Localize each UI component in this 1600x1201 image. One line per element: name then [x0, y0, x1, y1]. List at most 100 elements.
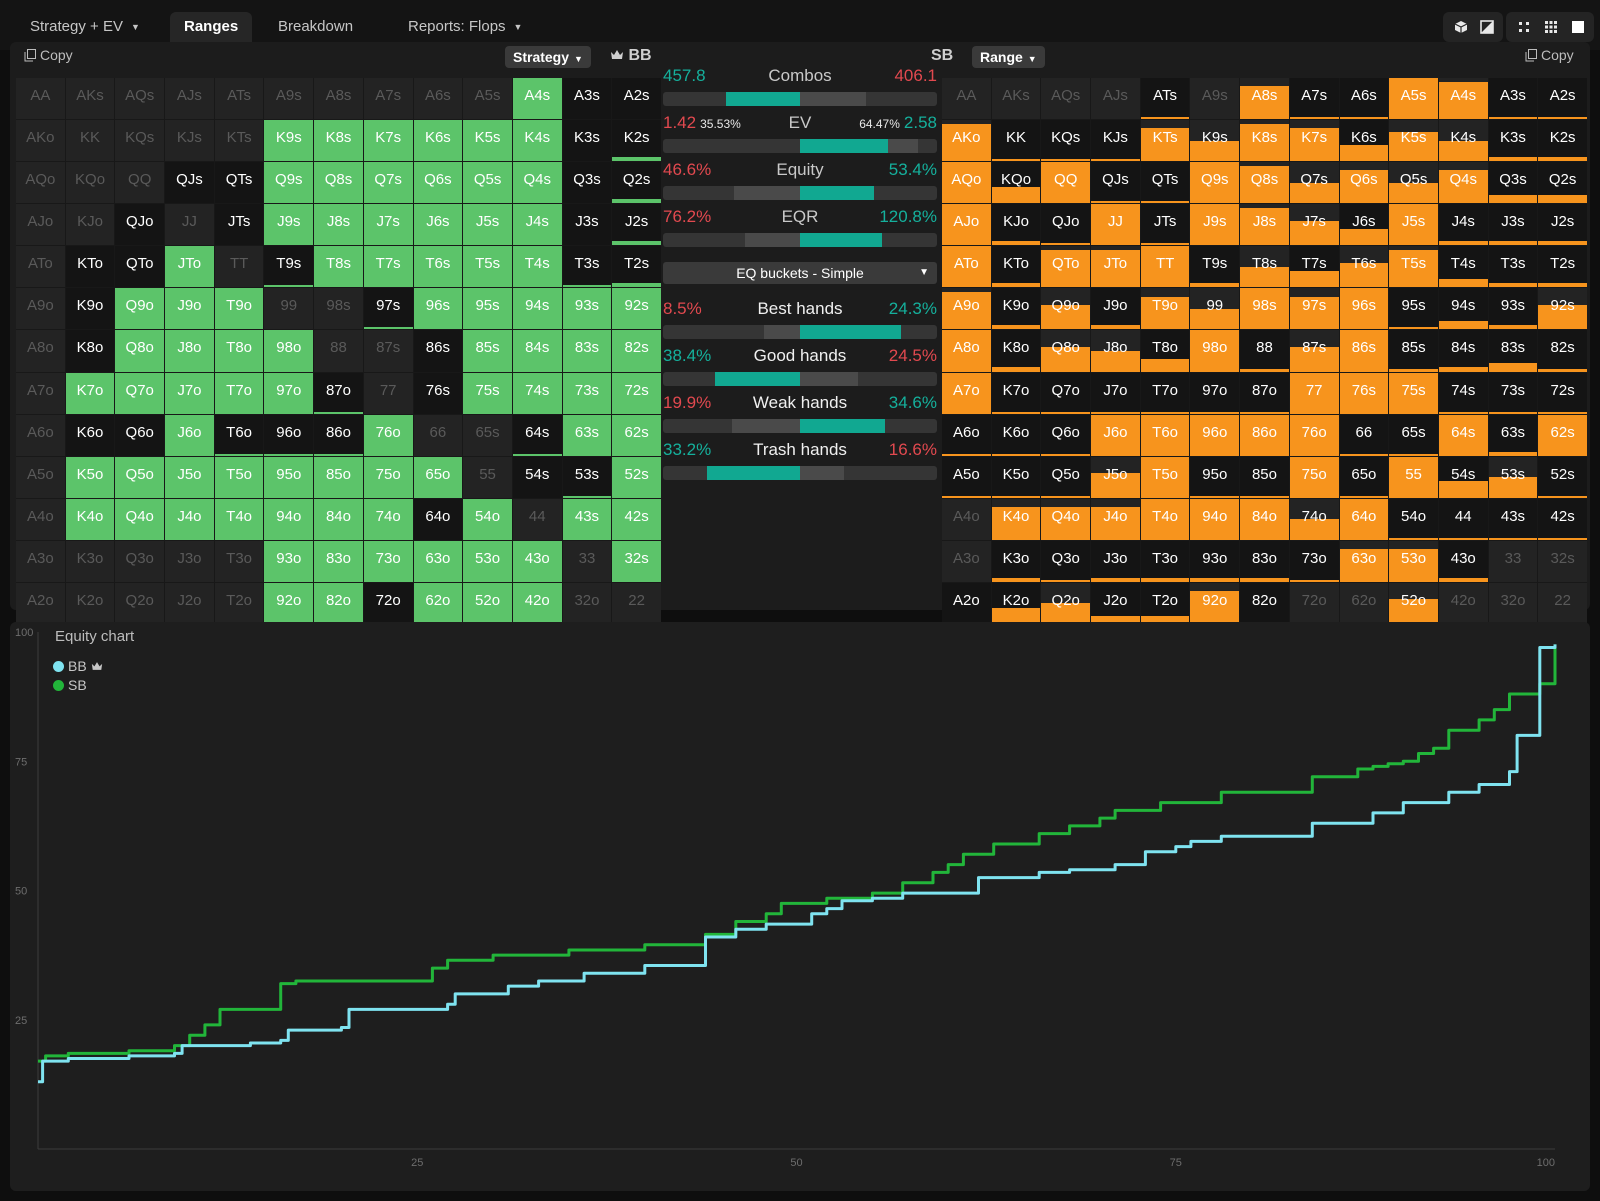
sb-hand-cell[interactable]: 76s [1339, 372, 1389, 414]
sb-hand-cell[interactable]: 94s [1438, 288, 1488, 330]
sb-hand-cell[interactable]: 42s [1538, 498, 1587, 540]
bb-hand-cell[interactable]: Q6s [413, 162, 463, 204]
bb-hand-cell[interactable]: KQo [65, 162, 115, 204]
bb-hand-cell[interactable]: 53o [463, 540, 512, 582]
bb-hand-cell[interactable]: K2s [612, 120, 661, 162]
bb-hand-cell[interactable]: 95o [264, 456, 314, 498]
sb-hand-cell[interactable]: 33 [1488, 540, 1538, 582]
bb-hand-cell[interactable]: A3s [562, 78, 612, 120]
bb-hand-cell[interactable]: 83o [314, 540, 363, 582]
sb-hand-cell[interactable]: J2o [1091, 582, 1140, 624]
bb-hand-cell[interactable]: A6o [16, 414, 65, 456]
bb-hand-cell[interactable]: Q8s [314, 162, 363, 204]
bb-hand-cell[interactable]: 32o [562, 582, 612, 624]
bb-hand-cell[interactable]: J5o [165, 456, 214, 498]
sb-hand-cell[interactable]: 65s [1389, 414, 1438, 456]
sb-hand-cell[interactable]: 75s [1389, 372, 1438, 414]
bb-hand-cell[interactable]: T3s [562, 246, 612, 288]
bb-hand-cell[interactable]: 62o [413, 582, 463, 624]
bb-hand-cell[interactable]: A6s [413, 78, 463, 120]
sb-hand-cell[interactable]: A6o [942, 414, 991, 456]
bb-hand-cell[interactable]: Q9s [264, 162, 314, 204]
sb-hand-cell[interactable]: QJs [1091, 162, 1140, 204]
bb-hand-cell[interactable]: Q5o [115, 456, 165, 498]
bb-hand-cell[interactable]: Q6o [115, 414, 165, 456]
left-mode-dropdown[interactable]: Strategy ▼ [505, 46, 591, 68]
sb-hand-cell[interactable]: K7o [991, 372, 1041, 414]
sb-hand-cell[interactable]: A6s [1339, 78, 1389, 120]
bb-hand-cell[interactable]: T4o [214, 498, 264, 540]
tab-strategy-ev[interactable]: Strategy + EV ▼ [16, 12, 154, 42]
sb-hand-cell[interactable]: K5o [991, 456, 1041, 498]
sb-hand-cell[interactable]: T7o [1140, 372, 1190, 414]
sb-hand-cell[interactable]: Q7o [1041, 372, 1091, 414]
bb-hand-cell[interactable]: JJ [165, 204, 214, 246]
bb-hand-cell[interactable]: A7o [16, 372, 65, 414]
sb-hand-cell[interactable]: TT [1140, 246, 1190, 288]
sb-hand-cell[interactable]: J8o [1091, 330, 1140, 372]
bb-hand-cell[interactable]: 94o [264, 498, 314, 540]
bb-hand-cell[interactable]: J4o [165, 498, 214, 540]
bb-hand-cell[interactable]: 85o [314, 456, 363, 498]
bb-hand-cell[interactable]: 64o [413, 498, 463, 540]
bb-hand-cell[interactable]: 22 [612, 582, 661, 624]
sb-hand-cell[interactable]: K4s [1438, 120, 1488, 162]
bb-hand-cell[interactable]: K4o [65, 498, 115, 540]
sb-hand-cell[interactable]: 77 [1289, 372, 1339, 414]
sb-hand-cell[interactable]: T8s [1240, 246, 1289, 288]
bb-hand-cell[interactable]: 32s [612, 540, 661, 582]
sb-hand-cell[interactable]: QQ [1041, 162, 1091, 204]
sb-hand-cell[interactable]: 22 [1538, 582, 1587, 624]
bb-hand-cell[interactable]: T7s [363, 246, 413, 288]
sb-hand-cell[interactable]: K6s [1339, 120, 1389, 162]
sb-hand-cell[interactable]: 87s [1289, 330, 1339, 372]
bb-hand-cell[interactable]: 95s [463, 288, 512, 330]
sb-hand-cell[interactable]: Q8s [1240, 162, 1289, 204]
sb-hand-cell[interactable]: J6s [1339, 204, 1389, 246]
sb-hand-cell[interactable]: 72o [1289, 582, 1339, 624]
sb-hand-cell[interactable]: Q3o [1041, 540, 1091, 582]
bb-hand-cell[interactable]: T7o [214, 372, 264, 414]
sb-hand-cell[interactable]: 75o [1289, 456, 1339, 498]
sb-hand-cell[interactable]: 32o [1488, 582, 1538, 624]
bb-hand-cell[interactable]: K9s [264, 120, 314, 162]
bb-hand-cell[interactable]: 65s [463, 414, 512, 456]
sb-hand-cell[interactable]: A4s [1438, 78, 1488, 120]
sb-hand-cell[interactable]: 94o [1190, 498, 1240, 540]
bb-hand-cell[interactable]: J3s [562, 204, 612, 246]
sb-hand-cell[interactable]: A8s [1240, 78, 1289, 120]
bb-hand-cell[interactable]: J2o [165, 582, 214, 624]
bb-hand-cell[interactable]: QTs [214, 162, 264, 204]
bb-hand-cell[interactable]: TT [214, 246, 264, 288]
sb-hand-cell[interactable]: Q2s [1538, 162, 1587, 204]
bb-hand-cell[interactable]: K4s [512, 120, 562, 162]
sb-hand-cell[interactable]: A9s [1190, 78, 1240, 120]
sb-hand-cell[interactable]: J4o [1091, 498, 1140, 540]
sb-hand-cell[interactable]: Q6o [1041, 414, 1091, 456]
sb-hand-cell[interactable]: 86o [1240, 414, 1289, 456]
bb-hand-cell[interactable]: Q7o [115, 372, 165, 414]
bb-hand-cell[interactable]: 98s [314, 288, 363, 330]
sb-hand-cell[interactable]: A7s [1289, 78, 1339, 120]
bb-hand-cell[interactable]: T5s [463, 246, 512, 288]
bb-hand-cell[interactable]: Q4s [512, 162, 562, 204]
bb-hand-cell[interactable]: 43o [512, 540, 562, 582]
bb-hand-cell[interactable]: AQo [16, 162, 65, 204]
sb-hand-cell[interactable]: J8s [1240, 204, 1289, 246]
right-mode-dropdown[interactable]: Range ▼ [972, 46, 1045, 68]
bb-hand-cell[interactable]: AQs [115, 78, 165, 120]
sb-hand-cell[interactable]: T5s [1389, 246, 1438, 288]
sb-hand-cell[interactable]: K3o [991, 540, 1041, 582]
bb-hand-cell[interactable]: 54s [512, 456, 562, 498]
bb-hand-cell[interactable]: 87s [363, 330, 413, 372]
sb-hand-cell[interactable]: 43s [1488, 498, 1538, 540]
bb-hand-cell[interactable]: 75s [463, 372, 512, 414]
sb-hand-cell[interactable]: Q4s [1438, 162, 1488, 204]
sb-hand-cell[interactable]: Q5o [1041, 456, 1091, 498]
bb-hand-cell[interactable]: T9o [214, 288, 264, 330]
bb-hand-cell[interactable]: T2o [214, 582, 264, 624]
bb-hand-cell[interactable]: QJs [165, 162, 214, 204]
sb-hand-cell[interactable]: 92o [1190, 582, 1240, 624]
bb-hand-cell[interactable]: A4s [512, 78, 562, 120]
sb-hand-cell[interactable]: AQo [942, 162, 991, 204]
